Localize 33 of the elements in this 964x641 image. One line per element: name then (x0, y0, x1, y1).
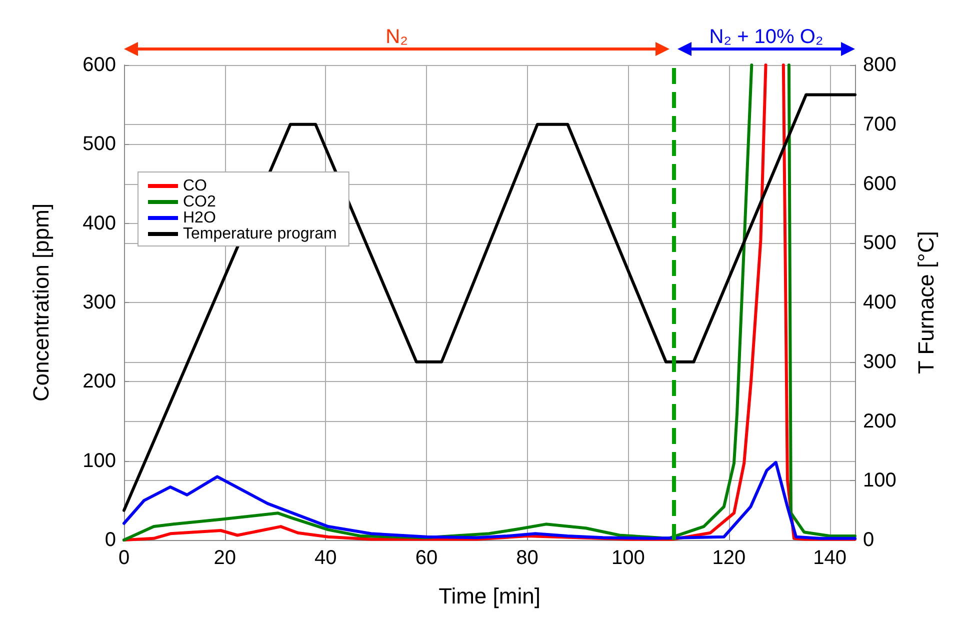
y2-tick-label: 700 (863, 113, 896, 136)
y2-tick-label: 0 (863, 529, 874, 551)
y2-tick-label: 800 (863, 54, 896, 76)
x-tick-label: 80 (516, 547, 538, 569)
y-tick-label: 200 (82, 370, 116, 393)
y2-axis-title: T Furnace [°C] (914, 231, 938, 374)
y-tick-label: 600 (82, 54, 116, 76)
x-tick-label: 100 (611, 547, 645, 569)
legend-label: Temperature program (183, 226, 337, 242)
y2-tick-label: 400 (863, 292, 896, 314)
text: N₂ + 10% O₂ (709, 26, 824, 48)
x-tick-label: 20 (214, 547, 236, 569)
y2-tick-label: 300 (863, 350, 896, 373)
y-tick-label: 500 (82, 133, 116, 156)
legend-label: H2O (183, 210, 216, 226)
y-tick-label: 300 (82, 292, 116, 314)
y2-tick-label: 600 (863, 172, 896, 195)
x-axis-title: Time [min] (438, 584, 540, 608)
x-tick-label: 0 (118, 547, 130, 569)
x-tick-label: 60 (415, 547, 438, 569)
x-tick-label: 120 (712, 547, 746, 569)
y-axis-title: Concentration [ppm] (28, 203, 54, 402)
y-tick-label: 0 (104, 529, 116, 551)
y2-tick-label: 200 (863, 410, 896, 432)
text: N₂ (386, 26, 408, 48)
y-tick-label: 100 (82, 450, 116, 472)
y2-tick-label: 100 (863, 470, 896, 492)
legend-label: CO (183, 178, 207, 194)
y2-tick-label: 500 (863, 232, 896, 254)
y-tick-label: 400 (82, 212, 116, 234)
x-tick-label: 40 (314, 547, 337, 569)
legend-label: CO2 (183, 194, 216, 210)
x-tick-label: 140 (813, 547, 846, 569)
